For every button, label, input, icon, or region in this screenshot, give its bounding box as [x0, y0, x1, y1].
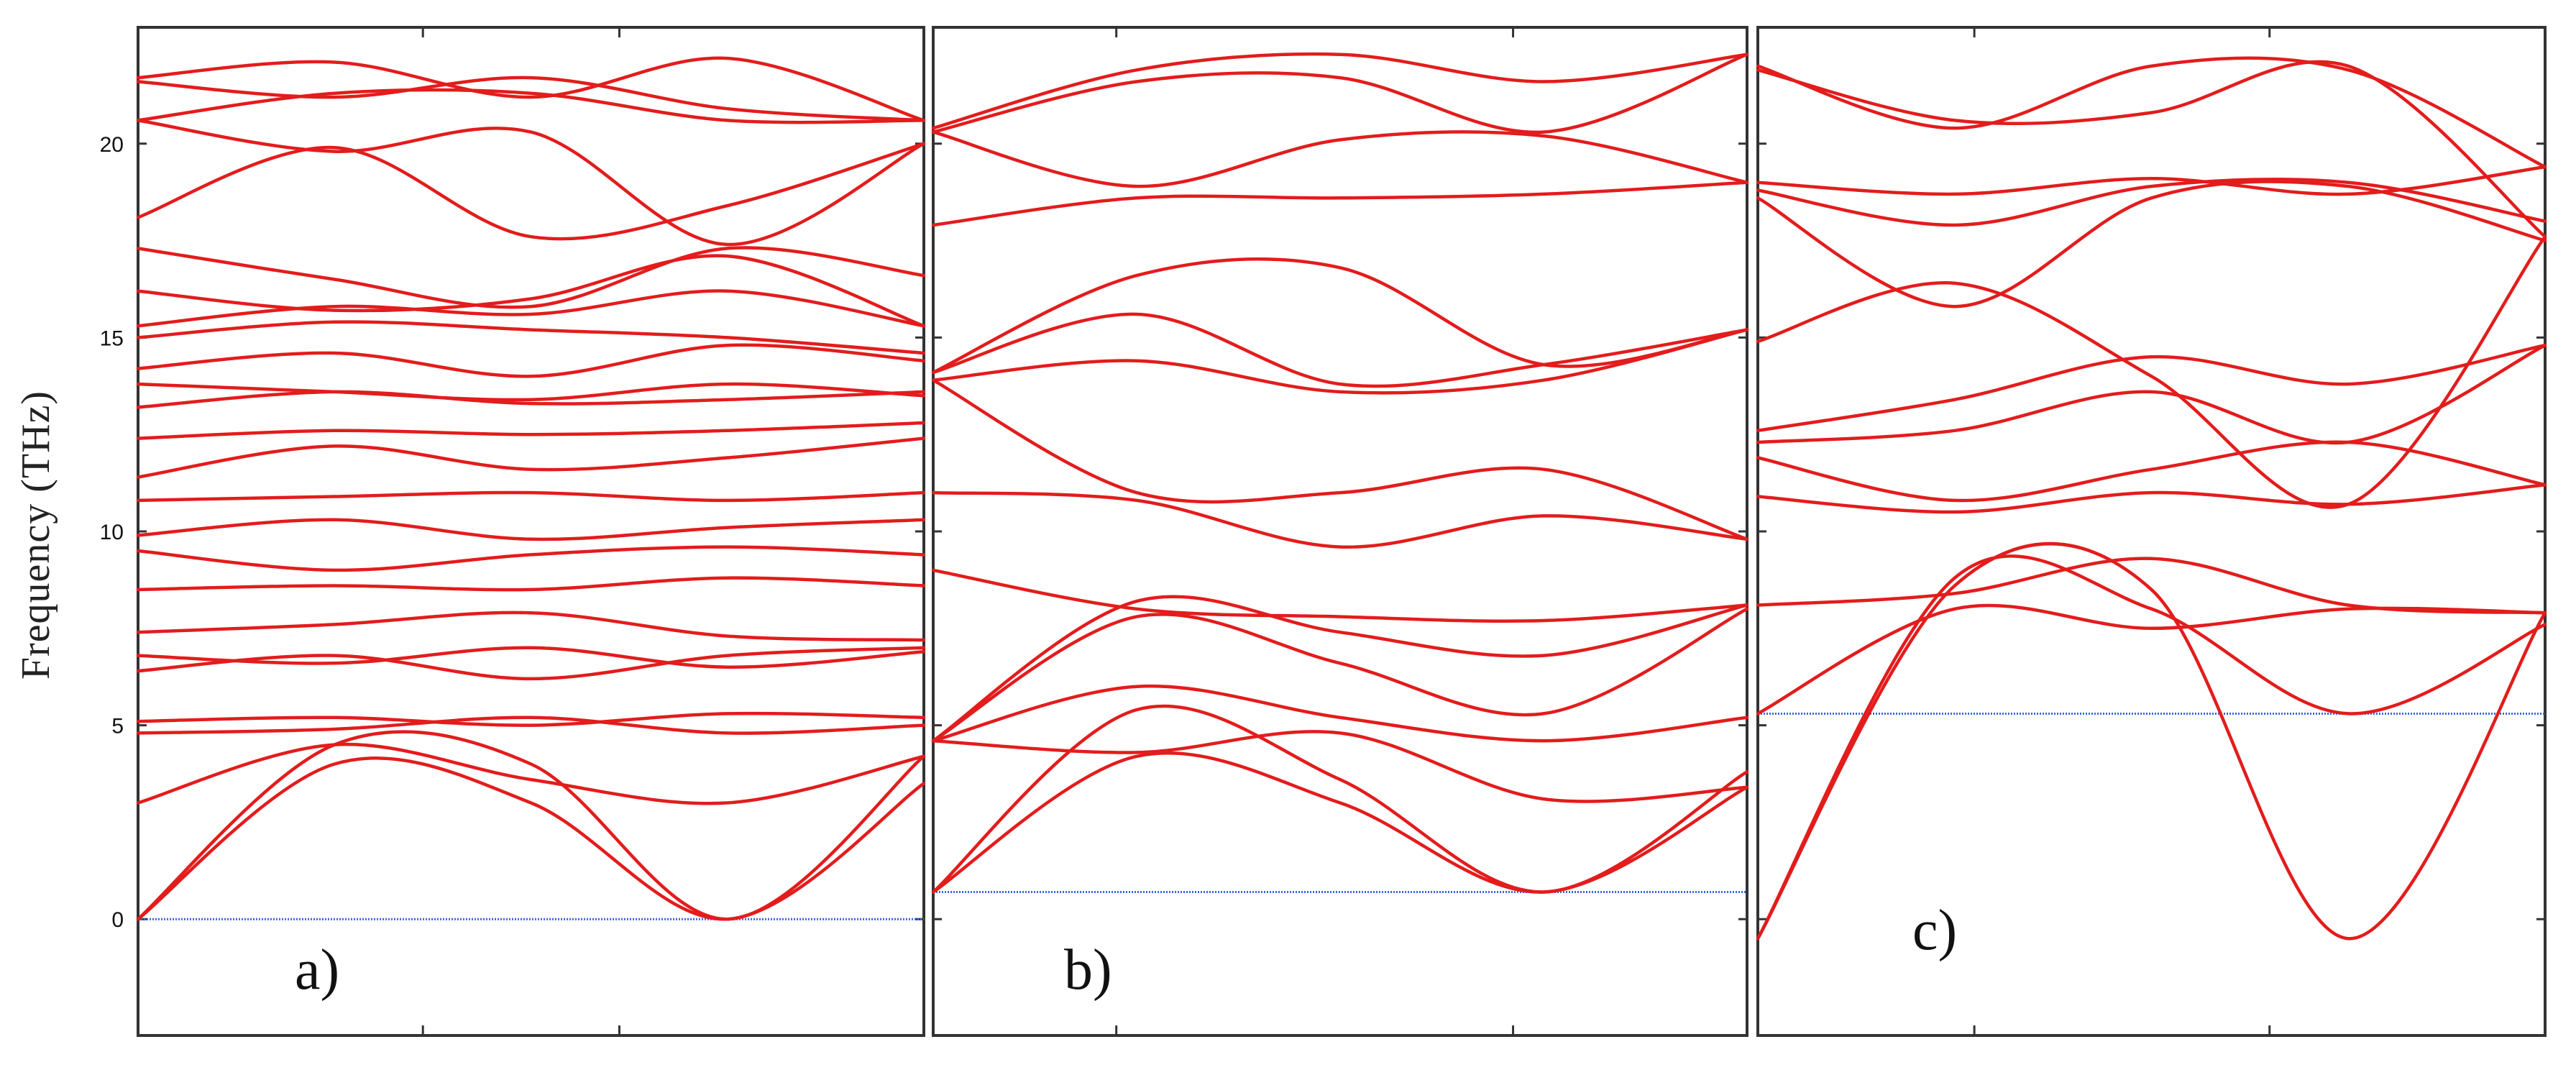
phonon-branch — [136, 382, 926, 402]
phonon-branch — [1756, 165, 2547, 196]
phonon-branch — [1756, 554, 2547, 941]
phonon-branch — [1756, 180, 2547, 308]
phonon-branch — [136, 711, 926, 727]
phonon-branch — [1756, 343, 2547, 433]
phonon-branch — [136, 421, 926, 440]
phonon-branch — [136, 518, 926, 541]
phonon-branch — [931, 180, 1749, 227]
phonon-branch — [136, 246, 926, 309]
phonon-branch — [136, 756, 926, 921]
phonon-branch — [931, 751, 1749, 894]
plot-frame — [932, 26, 1748, 1037]
phonon-branch — [1756, 343, 2547, 445]
y-tick-label: 5 — [111, 715, 124, 739]
phonon-branch — [1756, 56, 2547, 169]
phonon-branch — [931, 607, 1749, 743]
phonon-branch — [136, 611, 926, 642]
phonon-branch — [931, 595, 1749, 743]
phonon-branch — [136, 715, 926, 735]
phonon-branch — [136, 88, 926, 124]
panel-c: c) — [1756, 26, 2547, 1037]
panel-b: b) — [931, 26, 1749, 1037]
phonon-branch — [931, 684, 1749, 743]
phonon-branch — [136, 142, 926, 241]
phonon-branch — [931, 130, 1749, 188]
phonon-branch — [136, 646, 926, 681]
phonon-branch — [931, 328, 1749, 395]
phonon-branch — [931, 490, 1749, 549]
phonon-branch — [136, 56, 926, 122]
phonon-branch — [931, 52, 1749, 130]
panel-label: c) — [1912, 899, 1957, 962]
phonon-branch — [136, 320, 926, 355]
phonon-branch — [136, 119, 926, 247]
phonon-branch — [931, 730, 1749, 803]
y-tick-label: 20 — [100, 133, 124, 157]
phonon-branch — [931, 257, 1749, 375]
phonon-branch — [931, 312, 1749, 388]
phonon-branch — [136, 76, 926, 122]
phonon-branch — [136, 576, 926, 592]
phonon-branch — [931, 704, 1749, 894]
phonon-branch — [136, 436, 926, 479]
phonon-branch — [931, 378, 1749, 541]
phonon-branch — [136, 343, 926, 378]
phonon-branch — [136, 646, 926, 669]
panel-label: a) — [295, 938, 339, 1002]
phonon-branch — [136, 742, 926, 805]
panel-label: b) — [1064, 938, 1112, 1002]
phonon-branch — [136, 490, 926, 503]
phonon-branch — [931, 568, 1749, 623]
phonon-branch — [1756, 178, 2547, 227]
phonon-branch — [136, 545, 926, 572]
phonon-branch — [1756, 234, 2547, 509]
phonon-branch — [1756, 440, 2547, 503]
panel-a: 0 5 10 15 20 a) — [100, 26, 926, 1037]
phonon-branch — [1756, 541, 2547, 941]
phonon-branch — [1756, 603, 2547, 715]
phonon-branch — [136, 390, 926, 409]
phonon-branch — [1756, 557, 2547, 615]
y-tick-label: 15 — [100, 326, 124, 350]
phonon-branch — [931, 52, 1749, 134]
phonon-branch — [136, 254, 926, 328]
phonon-branch — [1756, 60, 2547, 239]
y-tick-label: 10 — [100, 521, 124, 544]
phonon-branch — [1756, 483, 2547, 514]
phonon-branch — [136, 289, 926, 328]
y-tick-label: 0 — [111, 908, 124, 932]
phonon-branch — [136, 730, 926, 921]
